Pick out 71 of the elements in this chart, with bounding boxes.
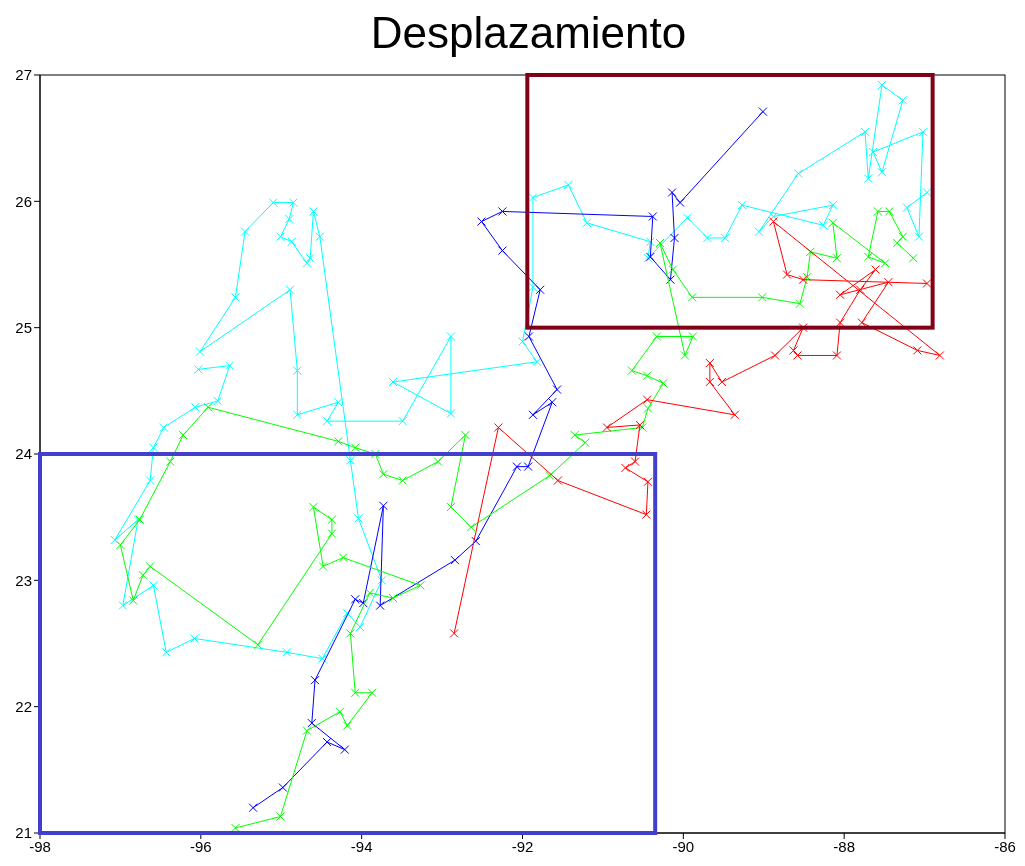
point	[528, 410, 538, 420]
x-tick-label: -98	[29, 837, 51, 855]
point	[358, 598, 368, 608]
x-tick-label: -86	[994, 837, 1016, 855]
point	[602, 422, 612, 432]
x-tick-label: -88	[833, 837, 856, 855]
point	[248, 803, 258, 813]
y-tick-label: 26	[15, 192, 32, 210]
point	[350, 594, 360, 604]
point	[340, 745, 350, 755]
chart-title: Desplazamiento	[369, 8, 688, 58]
point	[665, 275, 675, 285]
point	[782, 270, 792, 280]
point	[547, 397, 557, 407]
point	[278, 783, 288, 793]
point	[730, 410, 740, 420]
point	[642, 395, 652, 405]
point	[770, 350, 780, 360]
point	[798, 323, 808, 333]
point	[450, 555, 460, 565]
point	[449, 628, 459, 638]
point	[630, 457, 640, 467]
point	[883, 277, 893, 287]
point	[648, 211, 658, 221]
point	[523, 462, 533, 472]
point	[789, 345, 798, 355]
point	[855, 285, 865, 295]
point	[935, 350, 945, 360]
x-tick-label: -90	[672, 837, 695, 855]
point	[524, 332, 534, 342]
point	[675, 198, 685, 208]
point	[922, 278, 932, 288]
y-tick-label: 22	[15, 697, 32, 715]
y-tick-label: 25	[15, 318, 32, 336]
x-tick-label: -96	[189, 837, 212, 855]
point	[535, 285, 545, 295]
point	[705, 377, 715, 387]
point	[798, 275, 808, 285]
y-tick-label: 24	[15, 445, 32, 463]
point	[667, 187, 677, 197]
y-tick-label: 21	[15, 824, 32, 842]
point	[793, 350, 803, 360]
point	[497, 246, 507, 256]
point	[476, 217, 486, 227]
point	[641, 510, 651, 520]
point	[832, 350, 842, 360]
point	[620, 463, 630, 473]
y-tick-label: 23	[15, 571, 32, 589]
point	[835, 290, 845, 300]
point	[912, 345, 922, 355]
point	[471, 536, 481, 546]
point	[758, 107, 768, 117]
point	[310, 675, 320, 685]
point	[553, 476, 563, 486]
x-tick-label: -94	[350, 837, 373, 855]
point	[717, 377, 727, 387]
y-tick-label: 27	[15, 66, 32, 84]
point	[307, 718, 317, 728]
point	[493, 422, 503, 432]
point	[768, 217, 778, 227]
point	[705, 358, 715, 368]
point	[322, 737, 332, 747]
point	[378, 501, 388, 511]
x-tick-label: -92	[511, 837, 534, 855]
point	[497, 206, 507, 216]
point	[643, 477, 653, 487]
point	[871, 265, 881, 275]
point	[552, 385, 562, 395]
point	[669, 233, 679, 243]
point	[375, 601, 385, 611]
point	[512, 462, 522, 472]
